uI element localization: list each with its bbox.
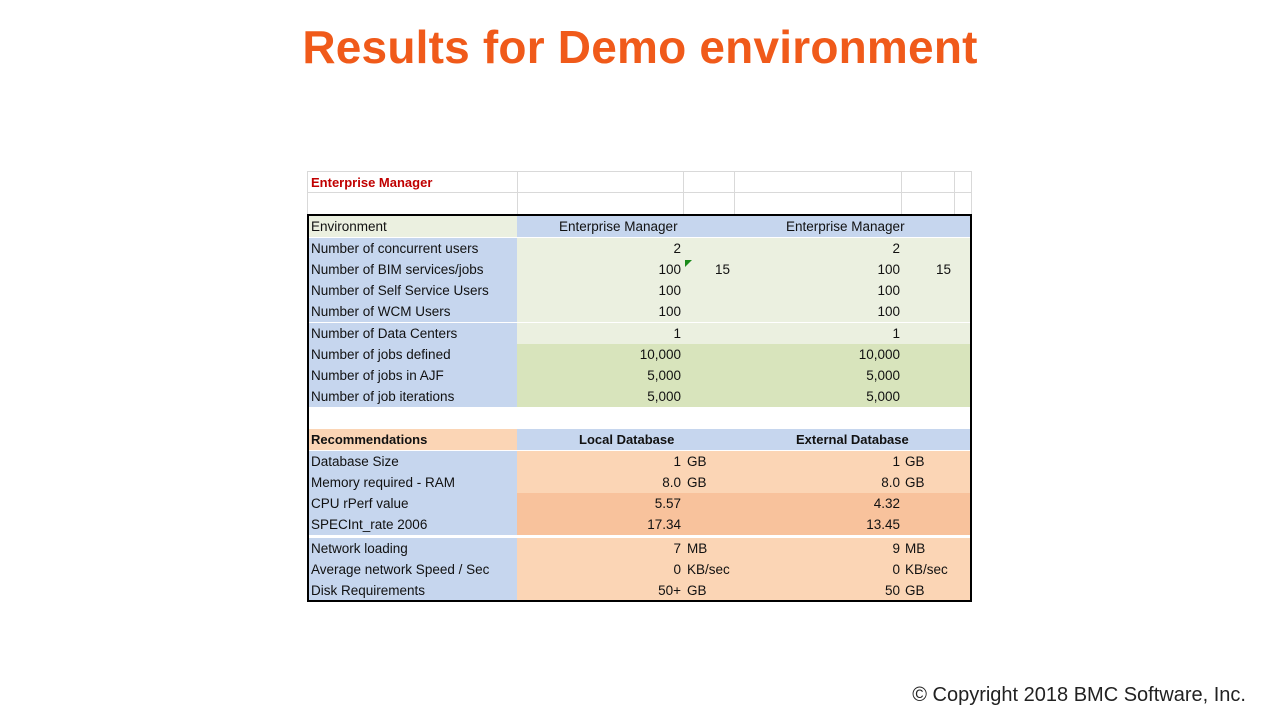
rec-value-1: 50+	[658, 583, 681, 598]
rec-value-2: 8.0	[881, 475, 900, 490]
rec-unit-1: KB/sec	[687, 562, 730, 577]
rec-unit-1: GB	[687, 583, 707, 598]
env-label: Number of Self Service Users	[311, 283, 489, 298]
env-extra-1: 15	[715, 262, 731, 277]
rec-label: Network loading	[311, 541, 408, 556]
rec-value-1: 7	[673, 541, 681, 556]
rec-label: Memory required - RAM	[311, 475, 456, 490]
rec-row-cpu-rperf: CPU rPerf value 5.57 4.32	[309, 493, 970, 514]
env-value-1: 100	[658, 283, 681, 298]
env-label: Number of concurrent users	[311, 241, 479, 256]
rec-label: Database Size	[311, 454, 399, 469]
rec-row-network-speed: Average network Speed / Sec 0 KB/sec 0 K…	[309, 559, 970, 580]
table-frame	[307, 214, 972, 602]
env-value-1: 100	[658, 304, 681, 319]
rec-value-2: 50	[884, 583, 900, 598]
rec-header-col1: Local Database	[579, 432, 675, 447]
rec-value-2: 0	[892, 562, 900, 577]
env-value-2: 5,000	[866, 389, 900, 404]
env-label: Number of jobs in AJF	[311, 368, 444, 383]
env-header-col1: Enterprise Manager	[559, 219, 678, 234]
rec-label: CPU rPerf value	[311, 496, 409, 511]
rec-unit-2: MB	[905, 541, 926, 556]
rec-row-specint: SPECInt_rate 2006 17.34 13.45	[309, 514, 970, 535]
env-label: Number of WCM Users	[311, 304, 451, 319]
env-row-job-iterations: Number of job iterations 5,000 5,000	[309, 386, 970, 407]
env-value-1: 100	[658, 262, 681, 277]
rec-value-1: 8.0	[662, 475, 681, 490]
env-row-jobs-defined: Number of jobs defined 10,000 10,000	[309, 344, 970, 365]
env-extra-2: 15	[936, 262, 952, 277]
env-label: Number of job iterations	[311, 389, 455, 404]
env-value-2: 100	[877, 262, 900, 277]
env-label: Number of Data Centers	[311, 326, 458, 341]
rec-header-col2: External Database	[796, 432, 909, 447]
env-value-1: 1	[673, 326, 681, 341]
rec-header-row: Recommendations Local Database External …	[309, 429, 970, 450]
rec-label: SPECInt_rate 2006	[311, 517, 428, 532]
rec-unit-2: GB	[905, 454, 925, 469]
rec-unit-1: GB	[687, 454, 707, 469]
env-row-data-centers: Number of Data Centers 1 1	[309, 323, 970, 344]
env-value-1: 5,000	[647, 368, 681, 383]
sheet-grid-top: Enterprise Manager	[307, 171, 972, 214]
env-value-2: 100	[877, 304, 900, 319]
rec-value-1: 0	[673, 562, 681, 577]
rec-header-label: Recommendations	[311, 432, 428, 447]
env-value-1: 5,000	[647, 389, 681, 404]
env-header-col2: Enterprise Manager	[786, 219, 905, 234]
env-row-wcm-users: Number of WCM Users 100 100	[309, 301, 970, 322]
env-row-jobs-ajf: Number of jobs in AJF 5,000 5,000	[309, 365, 970, 386]
env-value-2: 5,000	[866, 368, 900, 383]
env-row-concurrent-users: Number of concurrent users 2 2	[309, 238, 970, 259]
rec-value-2: 4.32	[873, 496, 900, 511]
rec-value-2: 1	[892, 454, 900, 469]
rec-row-memory: Memory required - RAM 8.0 GB 8.0 GB	[309, 472, 970, 493]
rec-unit-2: GB	[905, 475, 925, 490]
rec-label: Average network Speed / Sec	[311, 562, 490, 577]
rec-value-1: 5.57	[654, 496, 681, 511]
env-row-bim-services: Number of BIM services/jobs 100 15 100 1…	[309, 259, 970, 280]
rec-unit-2: GB	[905, 583, 925, 598]
env-header-label: Environment	[311, 219, 387, 234]
rec-unit-1: GB	[687, 475, 707, 490]
env-value-2: 100	[877, 283, 900, 298]
env-row-self-service: Number of Self Service Users 100 100	[309, 280, 970, 301]
rec-row-disk: Disk Requirements 50+ GB 50 GB	[309, 580, 970, 601]
env-value-2: 10,000	[858, 347, 900, 362]
env-label: Number of jobs defined	[311, 347, 451, 362]
env-value-1: 10,000	[639, 347, 681, 362]
comment-marker-icon	[685, 260, 692, 267]
rec-unit-1: MB	[687, 541, 708, 556]
sheet-header-label: Enterprise Manager	[311, 175, 433, 190]
slide-title: Results for Demo environment	[302, 21, 978, 73]
env-value-1: 2	[673, 241, 681, 256]
rec-row-network-loading: Network loading 7 MB 9 MB	[309, 538, 970, 559]
rec-label: Disk Requirements	[311, 583, 426, 598]
env-value-2: 2	[892, 241, 900, 256]
env-value-2: 1	[892, 326, 900, 341]
copyright-text: © Copyright 2018 BMC Software, Inc.	[912, 684, 1246, 706]
rec-value-2: 13.45	[866, 517, 900, 532]
env-label: Number of BIM services/jobs	[311, 262, 484, 277]
rec-value-2: 9	[892, 541, 900, 556]
rec-row-database-size: Database Size 1 GB 1 GB	[309, 451, 970, 472]
env-header-row: Environment Enterprise Manager Enterpris…	[309, 216, 970, 237]
rec-value-1: 1	[673, 454, 681, 469]
rec-value-1: 17.34	[647, 517, 681, 532]
rec-unit-2: KB/sec	[905, 562, 948, 577]
